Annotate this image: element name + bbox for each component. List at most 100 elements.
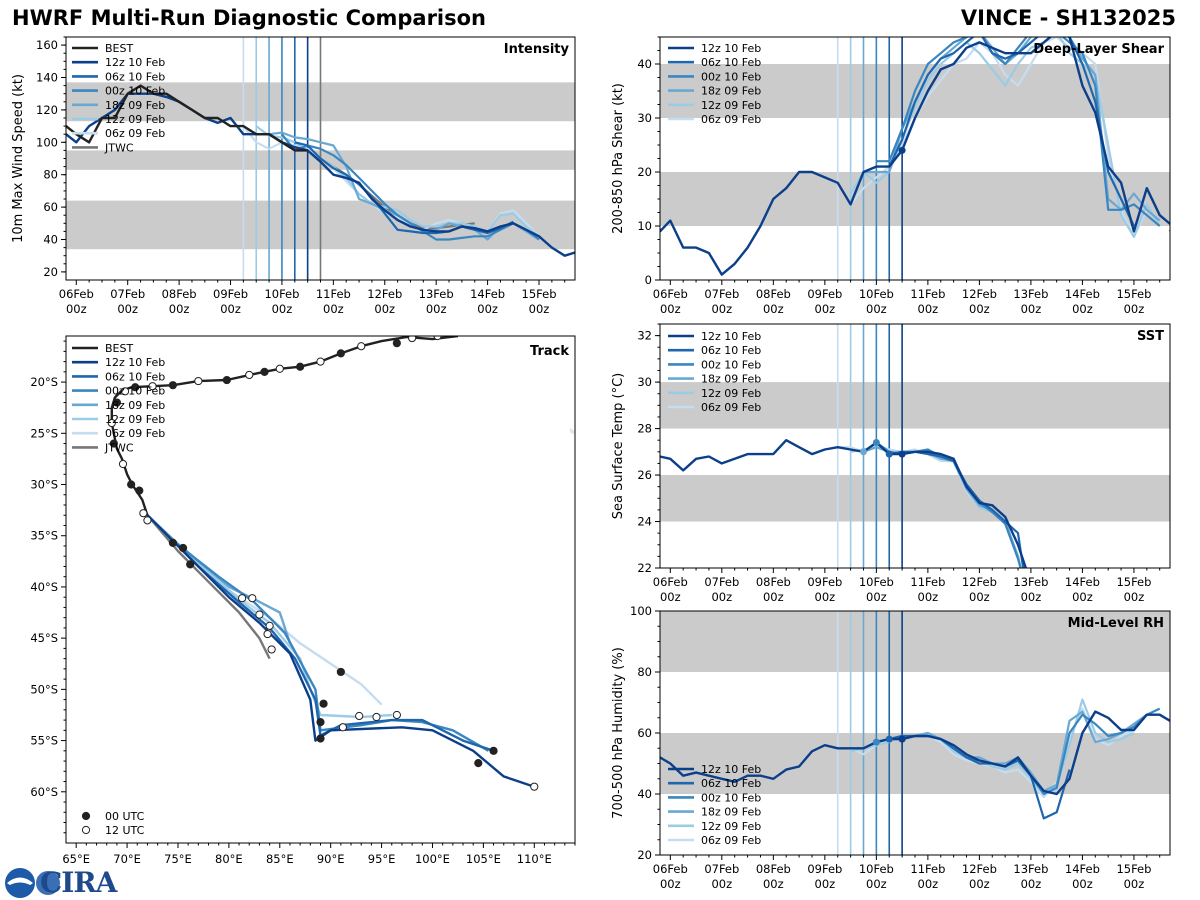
track-marker-00utc bbox=[135, 486, 144, 495]
track-marker-00utc bbox=[260, 367, 269, 376]
intensity-ytick-label: 80 bbox=[43, 168, 58, 182]
shear-series-group bbox=[660, 37, 1170, 276]
intensity-xtick-label: 11Feb bbox=[316, 287, 351, 301]
intensity-xtick-sublabel: 00z bbox=[272, 302, 293, 316]
rh-xtick-sublabel: 00z bbox=[815, 877, 836, 891]
track-xtick-label: 75°E bbox=[164, 852, 192, 866]
track-legend-label-18z-09-feb: 18z 09 Feb bbox=[105, 399, 165, 412]
track-marker-12utc bbox=[275, 364, 284, 373]
rh-xtick-sublabel: 00z bbox=[660, 877, 681, 891]
rh-xtick-sublabel: 00z bbox=[918, 877, 939, 891]
shear-series-12z-10-feb bbox=[660, 37, 1170, 276]
track-marker-00utc bbox=[178, 543, 188, 553]
intensity-ytick-label: 20 bbox=[43, 265, 58, 279]
intensity-xtick-label: 06Feb bbox=[59, 287, 94, 301]
track-ytick-label: 45°S bbox=[30, 631, 58, 645]
track-series-12z-09-feb bbox=[146, 514, 392, 719]
rh-marker-06z-10-feb bbox=[885, 735, 893, 743]
shear-xtick-sublabel: 00z bbox=[711, 302, 732, 316]
shear-xtick-label: 06Feb bbox=[653, 287, 688, 301]
shear-title: Deep-Layer Shear bbox=[1033, 42, 1164, 57]
sst-xtick-label: 14Feb bbox=[1065, 575, 1100, 589]
track-title: Track bbox=[530, 344, 569, 359]
track-marker-legend-12utc: 12 UTC bbox=[105, 824, 145, 837]
sst-series-group bbox=[660, 439, 1027, 568]
track-marker-00utc bbox=[392, 339, 401, 348]
shear-legend-label-12z-09-feb: 12z 09 Feb bbox=[701, 99, 761, 112]
rh-legend-label-18z-09-feb: 18z 09 Feb bbox=[701, 806, 761, 819]
shear-xtick-sublabel: 00z bbox=[815, 302, 836, 316]
intensity-ytick-label: 100 bbox=[36, 135, 58, 149]
track-marker-12utc bbox=[263, 629, 272, 639]
shear-ytick-label: 0 bbox=[645, 273, 652, 287]
rh-xtick-label: 07Feb bbox=[704, 862, 739, 876]
intensity-legend-label-18z-09-feb: 18z 09 Feb bbox=[105, 99, 165, 112]
track-marker-12utc bbox=[355, 711, 364, 721]
land-shape bbox=[569, 428, 575, 435]
rh-ytick-label: 40 bbox=[637, 787, 652, 801]
rh-xtick-label: 14Feb bbox=[1065, 862, 1100, 876]
sst-marker-18z-09-feb bbox=[859, 448, 867, 456]
rh-series-12z-10-feb bbox=[660, 710, 1170, 796]
rh-xtick-label: 06Feb bbox=[653, 862, 688, 876]
sst-legend-label-18z-09-feb: 18z 09 Feb bbox=[701, 373, 761, 386]
intensity-series-best bbox=[66, 84, 308, 152]
track-marker-legend-00utc: 00 UTC bbox=[105, 810, 145, 823]
intensity-title: Intensity bbox=[504, 42, 570, 57]
track-ytick-label: 55°S bbox=[30, 734, 58, 748]
rh-panel bbox=[655, 610, 1171, 860]
intensity-legend-label-00z-10-feb: 00z 10 Feb bbox=[105, 85, 165, 98]
rh-band-1 bbox=[660, 611, 1170, 672]
sst-xtick-sublabel: 00z bbox=[1124, 590, 1145, 604]
intensity-xtick-label: 08Feb bbox=[162, 287, 197, 301]
sst-ytick-label: 26 bbox=[637, 468, 652, 482]
sst-ytick-label: 28 bbox=[637, 422, 652, 436]
sst-legend-label-12z-09-feb: 12z 09 Feb bbox=[701, 387, 761, 400]
rh-xtick-label: 10Feb bbox=[859, 862, 894, 876]
shear-marker-12z-10-feb bbox=[898, 146, 906, 154]
track-xtick-label: 80°E bbox=[215, 852, 243, 866]
track-marker-00utc bbox=[489, 746, 498, 755]
track-marker-12utc bbox=[245, 370, 254, 380]
track-marker-00utc bbox=[131, 383, 140, 392]
sst-marker-00z-10-feb bbox=[872, 439, 880, 447]
shear-legend-label-18z-09-feb: 18z 09 Feb bbox=[701, 85, 761, 98]
shear-xtick-sublabel: 00z bbox=[969, 302, 990, 316]
track-marker-12utc bbox=[265, 621, 274, 630]
track-xtick-label: 90°E bbox=[317, 852, 345, 866]
shear-series-06z-10-feb bbox=[888, 37, 1135, 227]
intensity-series-06z-10-feb bbox=[294, 141, 514, 235]
track-legend-label-12z-09-feb: 12z 09 Feb bbox=[105, 413, 165, 426]
shear-xtick-label: 14Feb bbox=[1065, 287, 1100, 301]
track-ytick-label: 25°S bbox=[30, 426, 58, 440]
intensity-legend-label-jtwc: JTWC bbox=[104, 141, 134, 154]
shear-panel bbox=[655, 36, 1171, 285]
track-legend-label-06z-09-feb: 06z 09 Feb bbox=[105, 427, 165, 440]
track-marker-00utc bbox=[109, 439, 118, 448]
track-marker-00utc bbox=[222, 375, 231, 385]
rh-xtick-sublabel: 00z bbox=[763, 877, 784, 891]
rh-legend-label-00z-10-feb: 00z 10 Feb bbox=[701, 791, 761, 804]
intensity-legend-label-12z-09-feb: 12z 09 Feb bbox=[105, 113, 165, 126]
track-marker-00utc bbox=[474, 759, 483, 768]
track-marker-00utc bbox=[316, 734, 325, 743]
shear-band-0 bbox=[660, 172, 1170, 226]
sst-marker-12z-10-feb bbox=[898, 450, 906, 458]
shear-xtick-sublabel: 00z bbox=[866, 302, 887, 316]
track-legend-label-best: BEST bbox=[105, 342, 133, 355]
track-marker-12utc bbox=[248, 594, 257, 603]
rh-xtick-label: 09Feb bbox=[807, 862, 842, 876]
shear-xtick-label: 08Feb bbox=[756, 287, 791, 301]
track-marker-00utc bbox=[319, 699, 328, 708]
sst-legend-label-06z-09-feb: 06z 09 Feb bbox=[701, 401, 761, 414]
track-series-12z-10-feb bbox=[146, 514, 535, 788]
intensity-ytick-label: 120 bbox=[36, 103, 58, 117]
track-marker-12utc bbox=[357, 342, 366, 351]
sst-legend-label-12z-10-feb: 12z 10 Feb bbox=[701, 330, 761, 343]
rh-legend-label-06z-09-feb: 06z 09 Feb bbox=[701, 834, 761, 847]
rh-xtick-sublabel: 00z bbox=[866, 877, 887, 891]
intensity-xtick-label: 14Feb bbox=[470, 287, 505, 301]
intensity-xtick-sublabel: 00z bbox=[529, 302, 550, 316]
sst-xtick-sublabel: 00z bbox=[660, 590, 681, 604]
shear-xtick-sublabel: 00z bbox=[660, 302, 681, 316]
